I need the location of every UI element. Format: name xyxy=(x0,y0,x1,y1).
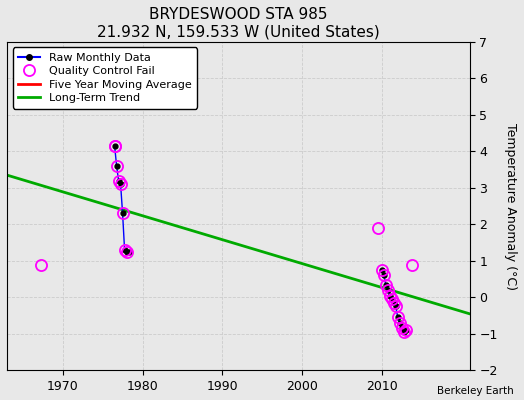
Title: BRYDESWOOD STA 985
21.932 N, 159.533 W (United States): BRYDESWOOD STA 985 21.932 N, 159.533 W (… xyxy=(97,7,379,39)
Legend: Raw Monthly Data, Quality Control Fail, Five Year Moving Average, Long-Term Tren: Raw Monthly Data, Quality Control Fail, … xyxy=(13,48,198,108)
Y-axis label: Temperature Anomaly (°C): Temperature Anomaly (°C) xyxy=(504,123,517,290)
Text: Berkeley Earth: Berkeley Earth xyxy=(437,386,514,396)
